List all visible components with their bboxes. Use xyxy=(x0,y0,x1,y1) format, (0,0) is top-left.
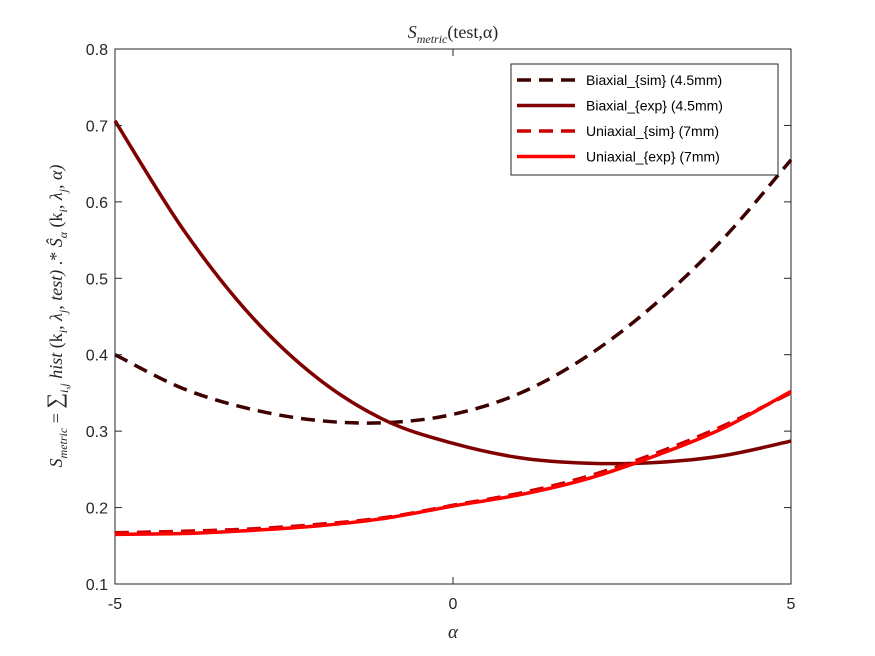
series-line-1 xyxy=(114,158,793,425)
y-axis-label: Smetric = ∑i,j hist (ki, λj, test) .* Ŝα… xyxy=(42,165,71,468)
y-tick-label: 0.8 xyxy=(86,42,108,59)
legend-label: Biaxial_{sim} (4.5mm) xyxy=(586,72,722,88)
y-tick-label: 0.6 xyxy=(86,195,108,212)
legend-label: Uniaxial_{exp} (7mm) xyxy=(586,149,720,165)
y-tick-label: 0.5 xyxy=(86,271,108,288)
y-tick-label: 0.3 xyxy=(86,424,108,441)
chart-title: Smetric(test,α) xyxy=(408,22,499,46)
y-tick-label: 0.7 xyxy=(86,118,108,135)
legend: Biaxial_{sim} (4.5mm) Biaxial_{exp} (4.5m… xyxy=(510,63,779,176)
y-tick-label: 0.4 xyxy=(86,348,108,365)
x-tick-label: -5 xyxy=(108,596,122,613)
legend-label: Biaxial_{exp} (4.5mm) xyxy=(586,98,723,114)
y-tick-label: 0.2 xyxy=(86,501,108,518)
series-line-2 xyxy=(113,119,792,466)
legend-items: Biaxial_{sim} (4.5mm) Biaxial_{exp} (4.5m… xyxy=(517,72,723,165)
series-layer xyxy=(113,119,793,537)
legend-label: Uniaxial_{sim} (7mm) xyxy=(586,123,719,139)
y-tick-label: 0.1 xyxy=(86,577,108,594)
x-tick-label: 0 xyxy=(449,596,458,613)
x-tick-label: 5 xyxy=(787,596,796,613)
axis-ticks: 0.1 0.2 0.3 0.4 0.5 0.6 0.7 0.8 -5 0 5 xyxy=(86,42,796,613)
x-axis-label: α xyxy=(448,622,459,643)
series-line-4 xyxy=(114,389,792,537)
